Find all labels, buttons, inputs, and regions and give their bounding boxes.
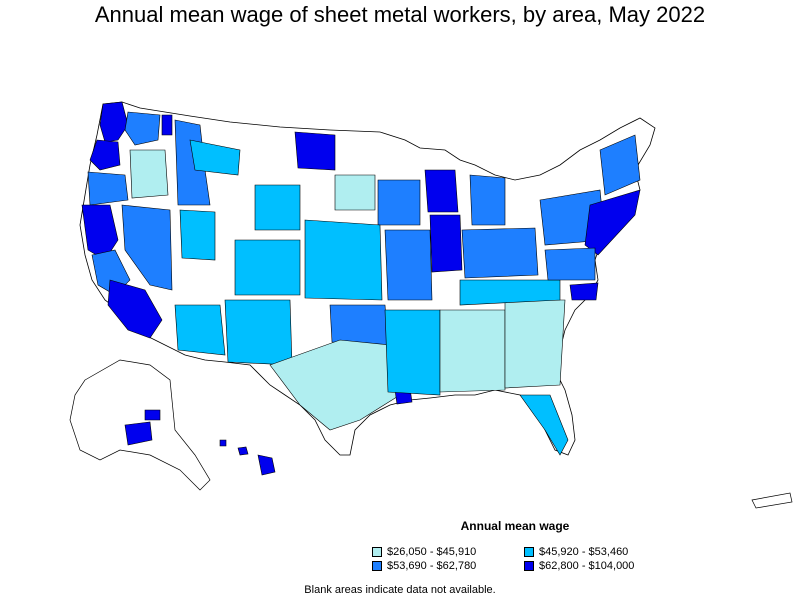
legend-item-low: $45,920 - $53,460	[524, 546, 628, 558]
region-ca-south	[107, 279, 163, 339]
region-ok	[329, 304, 389, 346]
legend-item-lowest: $26,050 - $45,910	[372, 546, 476, 558]
region-wa-east	[124, 111, 161, 146]
region-nm	[224, 299, 293, 366]
region-or-portland	[89, 139, 121, 171]
region-ms-al	[439, 309, 506, 393]
region-il	[429, 214, 463, 273]
region-or-south	[87, 171, 129, 206]
region-tn-ky	[459, 279, 561, 306]
legend-label: $45,920 - $53,460	[539, 546, 629, 558]
legend-label: $26,050 - $45,910	[387, 546, 477, 558]
legend-label: $53,690 - $62,780	[387, 560, 477, 572]
region-ne-corridor	[584, 189, 641, 256]
region-nd-east	[334, 174, 376, 211]
legend-swatch	[524, 561, 534, 571]
region-nd-west	[294, 131, 336, 171]
region-mn	[377, 179, 421, 226]
hawaii-island-1	[219, 439, 227, 447]
region-wa-spokane	[161, 114, 173, 136]
region-az-south	[174, 304, 226, 356]
region-ca-north	[81, 204, 119, 261]
region-or-east	[129, 149, 169, 199]
region-wy-ne	[254, 184, 301, 231]
legend-label: $62,800 - $104,000	[539, 560, 635, 572]
region-ak-fairbanks	[144, 409, 161, 421]
region-ut	[179, 209, 216, 261]
region-mt-west	[189, 139, 241, 176]
region-wa-seattle	[99, 101, 129, 143]
region-mi	[469, 174, 506, 226]
region-ak-anchorage	[124, 421, 153, 446]
region-new-england	[599, 134, 641, 196]
footnote: Blank areas indicate data not available.	[304, 584, 496, 596]
puerto-rico-outline	[751, 492, 793, 509]
legend-title: Annual mean wage	[460, 519, 570, 533]
region-id	[174, 119, 211, 206]
region-ne-ks	[304, 219, 383, 301]
map-title: Annual mean wage of sheet metal workers,…	[94, 2, 706, 27]
hawaii-island-3	[257, 454, 276, 476]
region-fl	[519, 394, 569, 456]
legend-swatch	[524, 547, 534, 557]
region-nv	[121, 204, 173, 291]
region-ar-la	[384, 309, 441, 396]
legend-item-highest: $62,800 - $104,000	[524, 560, 634, 572]
legend-swatch	[372, 561, 382, 571]
region-ga-sc	[504, 299, 566, 389]
region-va-md	[544, 247, 596, 281]
region-ia-mo	[384, 229, 433, 301]
region-wi	[424, 169, 459, 213]
region-tx-north	[269, 339, 401, 431]
legend-item-high: $53,690 - $62,780	[372, 560, 476, 572]
region-nc	[569, 282, 599, 301]
region-in-oh	[461, 227, 539, 279]
hawaii-island-2	[237, 446, 249, 456]
region-co	[234, 239, 301, 296]
legend-swatch	[372, 547, 382, 557]
